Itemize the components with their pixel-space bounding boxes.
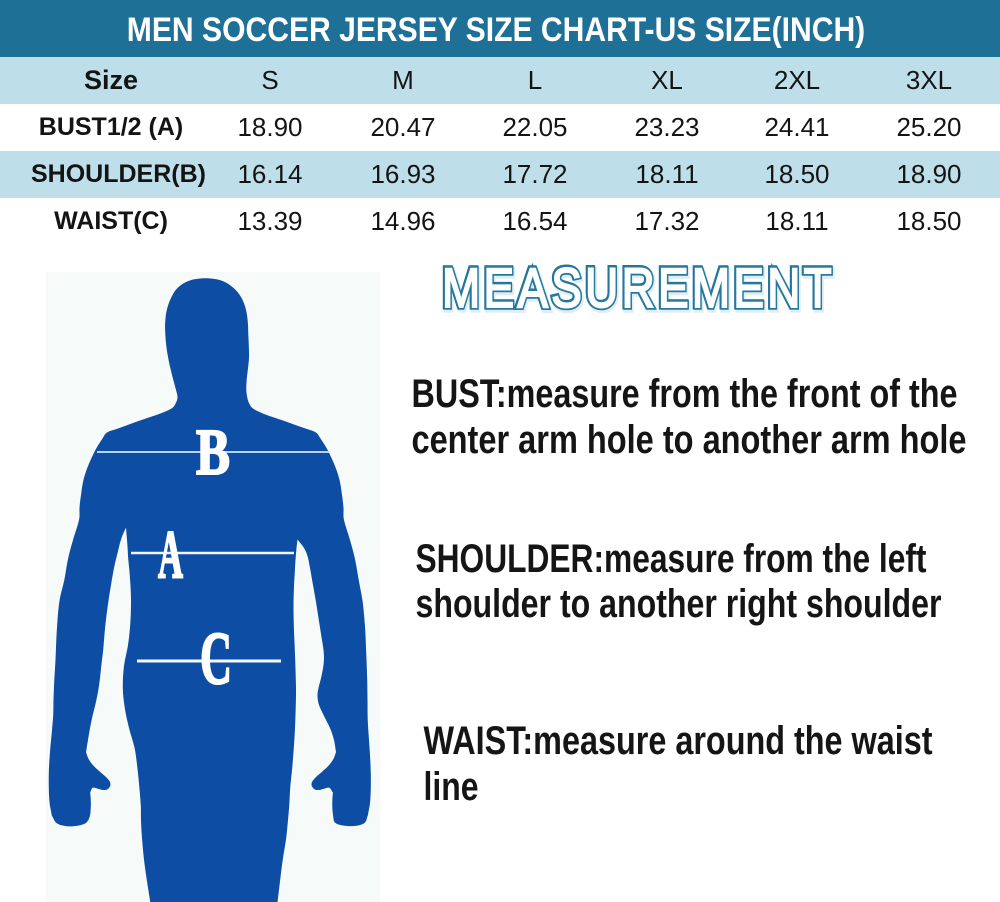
svg-text:B: B (196, 416, 230, 489)
svg-text:SHOULDER:measure from the left: SHOULDER:measure from the left (416, 537, 927, 581)
svg-text:MEASUREMENT: MEASUREMENT (442, 256, 835, 319)
svg-text:C: C (200, 618, 232, 701)
svg-text:line: line (424, 765, 479, 809)
svg-text:shoulder to another right shou: shoulder to another right shoulder (416, 582, 942, 626)
svg-text:WAIST:measure around the waist: WAIST:measure around the waist (424, 719, 933, 763)
svg-text:MEASUREMENT: MEASUREMENT (442, 256, 835, 319)
svg-text:MEASUREMENT: MEASUREMENT (443, 258, 836, 321)
svg-text:A: A (158, 517, 183, 593)
svg-text:center arm hole to another arm: center arm hole to another arm hole (412, 418, 967, 462)
svg-text:BUST:measure from the front of: BUST:measure from the front of the (412, 372, 958, 416)
svg-text:MEASUREMENT: MEASUREMENT (442, 256, 835, 319)
